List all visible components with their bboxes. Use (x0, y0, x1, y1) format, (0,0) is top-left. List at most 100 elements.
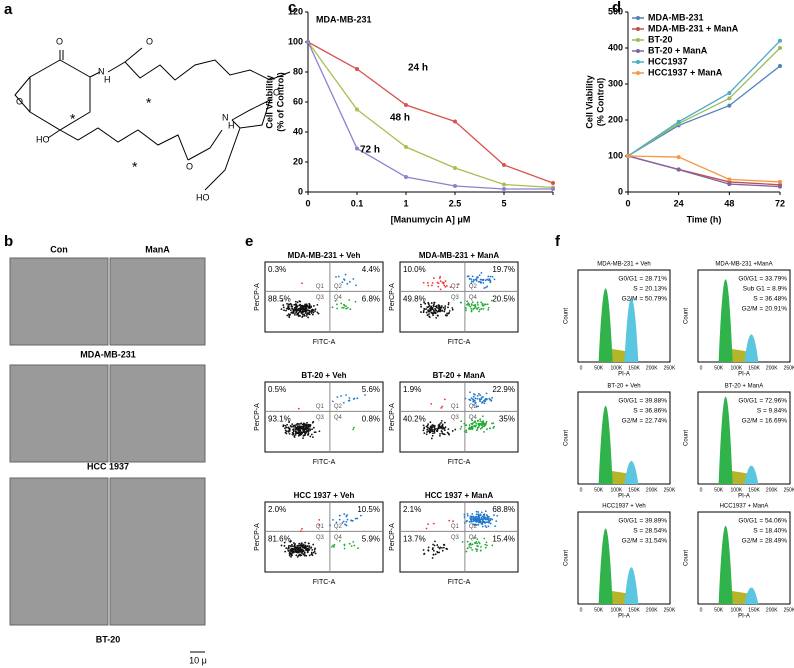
flow-dot (301, 431, 303, 434)
point (727, 91, 732, 95)
flow-dot (301, 527, 303, 530)
flow-dot (470, 278, 473, 281)
flow-dot (422, 281, 425, 284)
flow-dot (473, 524, 476, 526)
hist-stat: G2/M = 50.79% (622, 296, 668, 303)
flow-dot (460, 425, 463, 428)
panel-label: e (245, 233, 253, 250)
flow-dot (448, 310, 451, 312)
flow-dot (312, 436, 314, 439)
flow-dot (481, 278, 484, 281)
hist-x-label: PI-A (618, 614, 630, 620)
hist-title: BT-20 + Veh (607, 384, 640, 390)
flow-dot (448, 312, 451, 314)
flow-dot (340, 302, 343, 305)
hist-x-tick: 100K (611, 607, 623, 613)
quadrant-name: Q3 (316, 415, 325, 421)
flow-dot (283, 544, 286, 547)
flow-dot (470, 280, 473, 283)
flow-dot (447, 303, 450, 306)
flow-dot (427, 430, 430, 432)
atom-label: O (56, 36, 63, 46)
hist-x-tick: 100K (611, 487, 623, 493)
flow-dot (343, 544, 346, 547)
g2-peak (624, 297, 639, 362)
flow-dot (295, 427, 298, 430)
flow-dot (443, 284, 446, 287)
flow-dot (433, 427, 436, 430)
flow-y-label: PerCP-A (254, 283, 261, 311)
legend-label: MDA-MB-231 + ManA (648, 23, 739, 33)
flow-dot (465, 550, 468, 553)
flow-dot (303, 305, 306, 308)
flow-dot (480, 511, 483, 514)
flow-dot (303, 545, 306, 548)
flow-dot (444, 307, 447, 309)
y-tick-label: 0 (618, 186, 623, 196)
flow-x-label: FITC-A (448, 579, 471, 586)
flow-dot (474, 401, 477, 404)
stereo-star: * (132, 159, 138, 175)
quadrant-name: Q2 (469, 404, 478, 410)
legend-marker (636, 60, 640, 64)
flow-dot (341, 281, 344, 284)
flow-dot (466, 514, 469, 517)
flow-dot (282, 306, 285, 309)
flow-dot (438, 424, 441, 427)
flow-dot (428, 313, 430, 315)
flow-dot (490, 299, 493, 302)
flow-dot (451, 307, 454, 309)
flow-dot (484, 525, 487, 527)
flow-dot (443, 433, 446, 436)
flow-dot (295, 424, 298, 426)
quadrant-name: Q2 (469, 524, 478, 530)
flow-dot (295, 554, 298, 557)
flow-dot (306, 545, 309, 547)
flow-dot (471, 301, 474, 304)
flow-dot (364, 394, 366, 396)
quadrant-percent: 4.4% (362, 265, 380, 274)
flow-dot (430, 306, 432, 309)
flow-dot (477, 524, 480, 526)
flow-dot (466, 513, 469, 515)
flow-dot (470, 309, 473, 312)
flow-dot (297, 434, 300, 437)
g1-peak (718, 396, 733, 484)
flow-dot (459, 301, 462, 304)
quadrant-name: Q1 (316, 284, 325, 290)
quadrant-percent: 68.8% (492, 505, 515, 514)
flow-dot (297, 426, 299, 429)
flow-dot (304, 310, 307, 313)
flow-dot (341, 522, 344, 524)
y-tick-label: 100 (608, 150, 623, 160)
panel-label: c (288, 0, 296, 16)
flow-dot (443, 310, 446, 313)
flow-dot (444, 305, 447, 308)
flow-dot (305, 312, 307, 314)
column-label: Con (50, 244, 68, 254)
flow-dot (473, 424, 476, 427)
y-tick-label: 60 (293, 96, 303, 106)
flow-dot (475, 524, 478, 526)
flow-dot (314, 431, 317, 434)
flow-dot (311, 313, 314, 316)
flow-dot (436, 429, 439, 431)
flow-dot (471, 549, 474, 551)
flow-dot (440, 305, 443, 307)
flow-dot (471, 428, 474, 431)
flow-dot (283, 309, 285, 312)
flow-dot (463, 513, 466, 516)
flow-dot (488, 278, 491, 280)
flow-dot (494, 525, 497, 527)
x-axis-label: [Manumycin A] μM (391, 214, 471, 224)
flow-dot (443, 544, 446, 546)
flow-dot (474, 420, 477, 423)
flow-dot (471, 512, 474, 515)
flow-dot (310, 306, 312, 309)
flow-dot (443, 421, 446, 424)
flow-dot (486, 278, 489, 281)
flow-dot (332, 544, 334, 547)
quadrant-percent: 49.8% (403, 295, 426, 304)
flow-dot (493, 278, 496, 281)
flow-dot (466, 540, 469, 543)
